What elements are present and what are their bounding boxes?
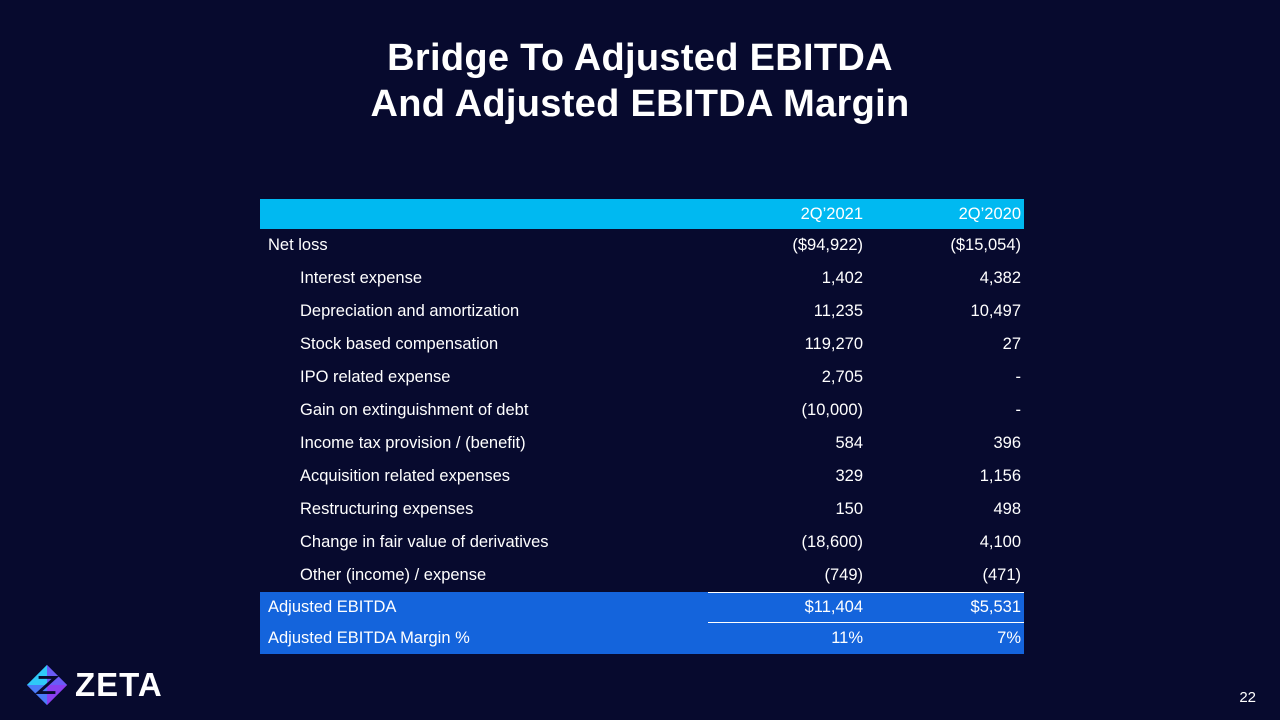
value-2q2021: 329: [835, 467, 863, 485]
row-label: Stock based compensation: [300, 335, 499, 353]
table-row-adjusted-ebitda-margin: Adjusted EBITDA Margin % 11% 7%: [260, 623, 1024, 654]
value-2q2020: (471): [982, 566, 1021, 584]
value-2q2020: -: [1015, 401, 1022, 419]
column-header-2q2021: 2Q’2021: [800, 204, 863, 223]
column-header-2q2020: 2Q’2020: [958, 204, 1021, 223]
value-2q2020: 27: [1002, 335, 1021, 353]
value-2q2021: ($94,922): [792, 236, 863, 254]
row-values: 329 1,156: [708, 460, 1024, 493]
table-row-depreciation-amortization: Depreciation and amortization 11,235 10,…: [260, 295, 1024, 328]
row-values: $11,404 $5,531: [708, 592, 1024, 623]
row-values: 1,402 4,382: [708, 262, 1024, 295]
row-label: Depreciation and amortization: [300, 302, 520, 320]
slide-title-line2: And Adjusted EBITDA Margin: [370, 82, 910, 125]
row-values: (18,600) 4,100: [708, 526, 1024, 559]
table-row-change-fair-value-derivatives: Change in fair value of derivatives (18,…: [260, 526, 1024, 559]
value-2q2020: 10,497: [970, 302, 1021, 320]
value-2q2020: 4,100: [979, 533, 1021, 551]
value-2q2021: 11,235: [813, 302, 863, 320]
value-2q2020: ($15,054): [950, 236, 1021, 254]
table-header-row: 2Q’2021 2Q’2020: [260, 199, 1024, 229]
zeta-logo: ZETA: [26, 664, 163, 706]
row-label: Restructuring expenses: [300, 500, 474, 518]
row-label: Net loss: [268, 236, 328, 254]
header-columns: 2Q’2021 2Q’2020: [708, 199, 1024, 229]
table-row-restructuring-expenses: Restructuring expenses 150 498: [260, 493, 1024, 526]
value-2q2020: $5,531: [970, 598, 1021, 616]
value-2q2021: 150: [835, 500, 863, 518]
row-values: (10,000) -: [708, 394, 1024, 427]
value-2q2021: (18,600): [801, 533, 863, 551]
zeta-logo-text: ZETA: [75, 666, 163, 703]
row-values: (749) (471): [708, 559, 1024, 592]
row-label: IPO related expense: [300, 368, 451, 386]
value-2q2020: 4,382: [979, 269, 1021, 287]
row-values: 150 498: [708, 493, 1024, 526]
row-values: 584 396: [708, 427, 1024, 460]
value-2q2021: 11%: [831, 629, 863, 647]
row-values: 2,705 -: [708, 361, 1024, 394]
table-row-interest-expense: Interest expense 1,402 4,382: [260, 262, 1024, 295]
slide-title: Bridge To Adjusted EBITDA And Adjusted E…: [0, 36, 1280, 127]
value-2q2021: 119,270: [804, 335, 863, 353]
row-label: Adjusted EBITDA Margin %: [268, 629, 470, 647]
value-2q2021: 584: [835, 434, 863, 452]
slide-title-line1: Bridge To Adjusted EBITDA: [387, 37, 893, 79]
table-row-gain-extinguishment-debt: Gain on extinguishment of debt (10,000) …: [260, 394, 1024, 427]
table-row-ipo-related-expense: IPO related expense 2,705 -: [260, 361, 1024, 394]
value-2q2020: 396: [993, 434, 1021, 452]
value-2q2021: $11,404: [804, 598, 863, 616]
row-label: Interest expense: [300, 269, 422, 287]
value-2q2021: (749): [824, 566, 863, 584]
table-row-acquisition-related-expenses: Acquisition related expenses 329 1,156: [260, 460, 1024, 493]
zeta-logo-icon: [26, 664, 68, 706]
value-2q2021: 1,402: [821, 269, 863, 287]
table-row-adjusted-ebitda: Adjusted EBITDA $11,404 $5,531: [260, 592, 1024, 623]
row-label: Other (income) / expense: [300, 566, 487, 584]
table-row-stock-based-compensation: Stock based compensation 119,270 27: [260, 328, 1024, 361]
value-2q2021: (10,000): [801, 401, 863, 419]
row-label: Acquisition related expenses: [300, 467, 511, 485]
table-row-income-tax-provision: Income tax provision / (benefit) 584 396: [260, 427, 1024, 460]
row-values: 11% 7%: [708, 623, 1024, 654]
value-2q2020: 7%: [997, 629, 1021, 647]
row-label: Adjusted EBITDA: [268, 598, 397, 616]
row-label: Gain on extinguishment of debt: [300, 401, 529, 419]
page-number: 22: [1239, 689, 1256, 706]
row-values: ($94,922) ($15,054): [708, 229, 1024, 262]
value-2q2020: -: [1015, 368, 1022, 386]
row-values: 119,270 27: [708, 328, 1024, 361]
table-row-other-income-expense: Other (income) / expense (749) (471): [260, 559, 1024, 592]
value-2q2020: 498: [993, 500, 1021, 518]
value-2q2020: 1,156: [979, 467, 1021, 485]
table-row-net-loss: Net loss ($94,922) ($15,054): [260, 229, 1024, 262]
row-label: Change in fair value of derivatives: [300, 533, 549, 551]
row-values: 11,235 10,497: [708, 295, 1024, 328]
ebitda-bridge-table: 2Q’2021 2Q’2020 Net loss ($94,922) ($15,…: [260, 199, 1024, 654]
row-label: Income tax provision / (benefit): [300, 434, 526, 452]
value-2q2021: 2,705: [821, 368, 863, 386]
